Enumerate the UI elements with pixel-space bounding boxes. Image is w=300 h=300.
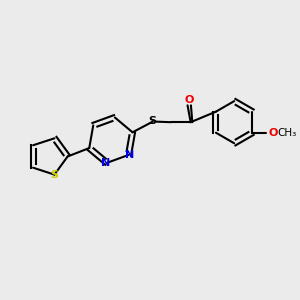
Text: O: O [184, 95, 194, 105]
Text: O: O [268, 128, 278, 138]
Text: CH₃: CH₃ [278, 128, 297, 138]
Text: S: S [50, 169, 59, 180]
Text: S: S [149, 116, 157, 126]
Text: N: N [101, 158, 110, 168]
Text: N: N [125, 150, 135, 160]
